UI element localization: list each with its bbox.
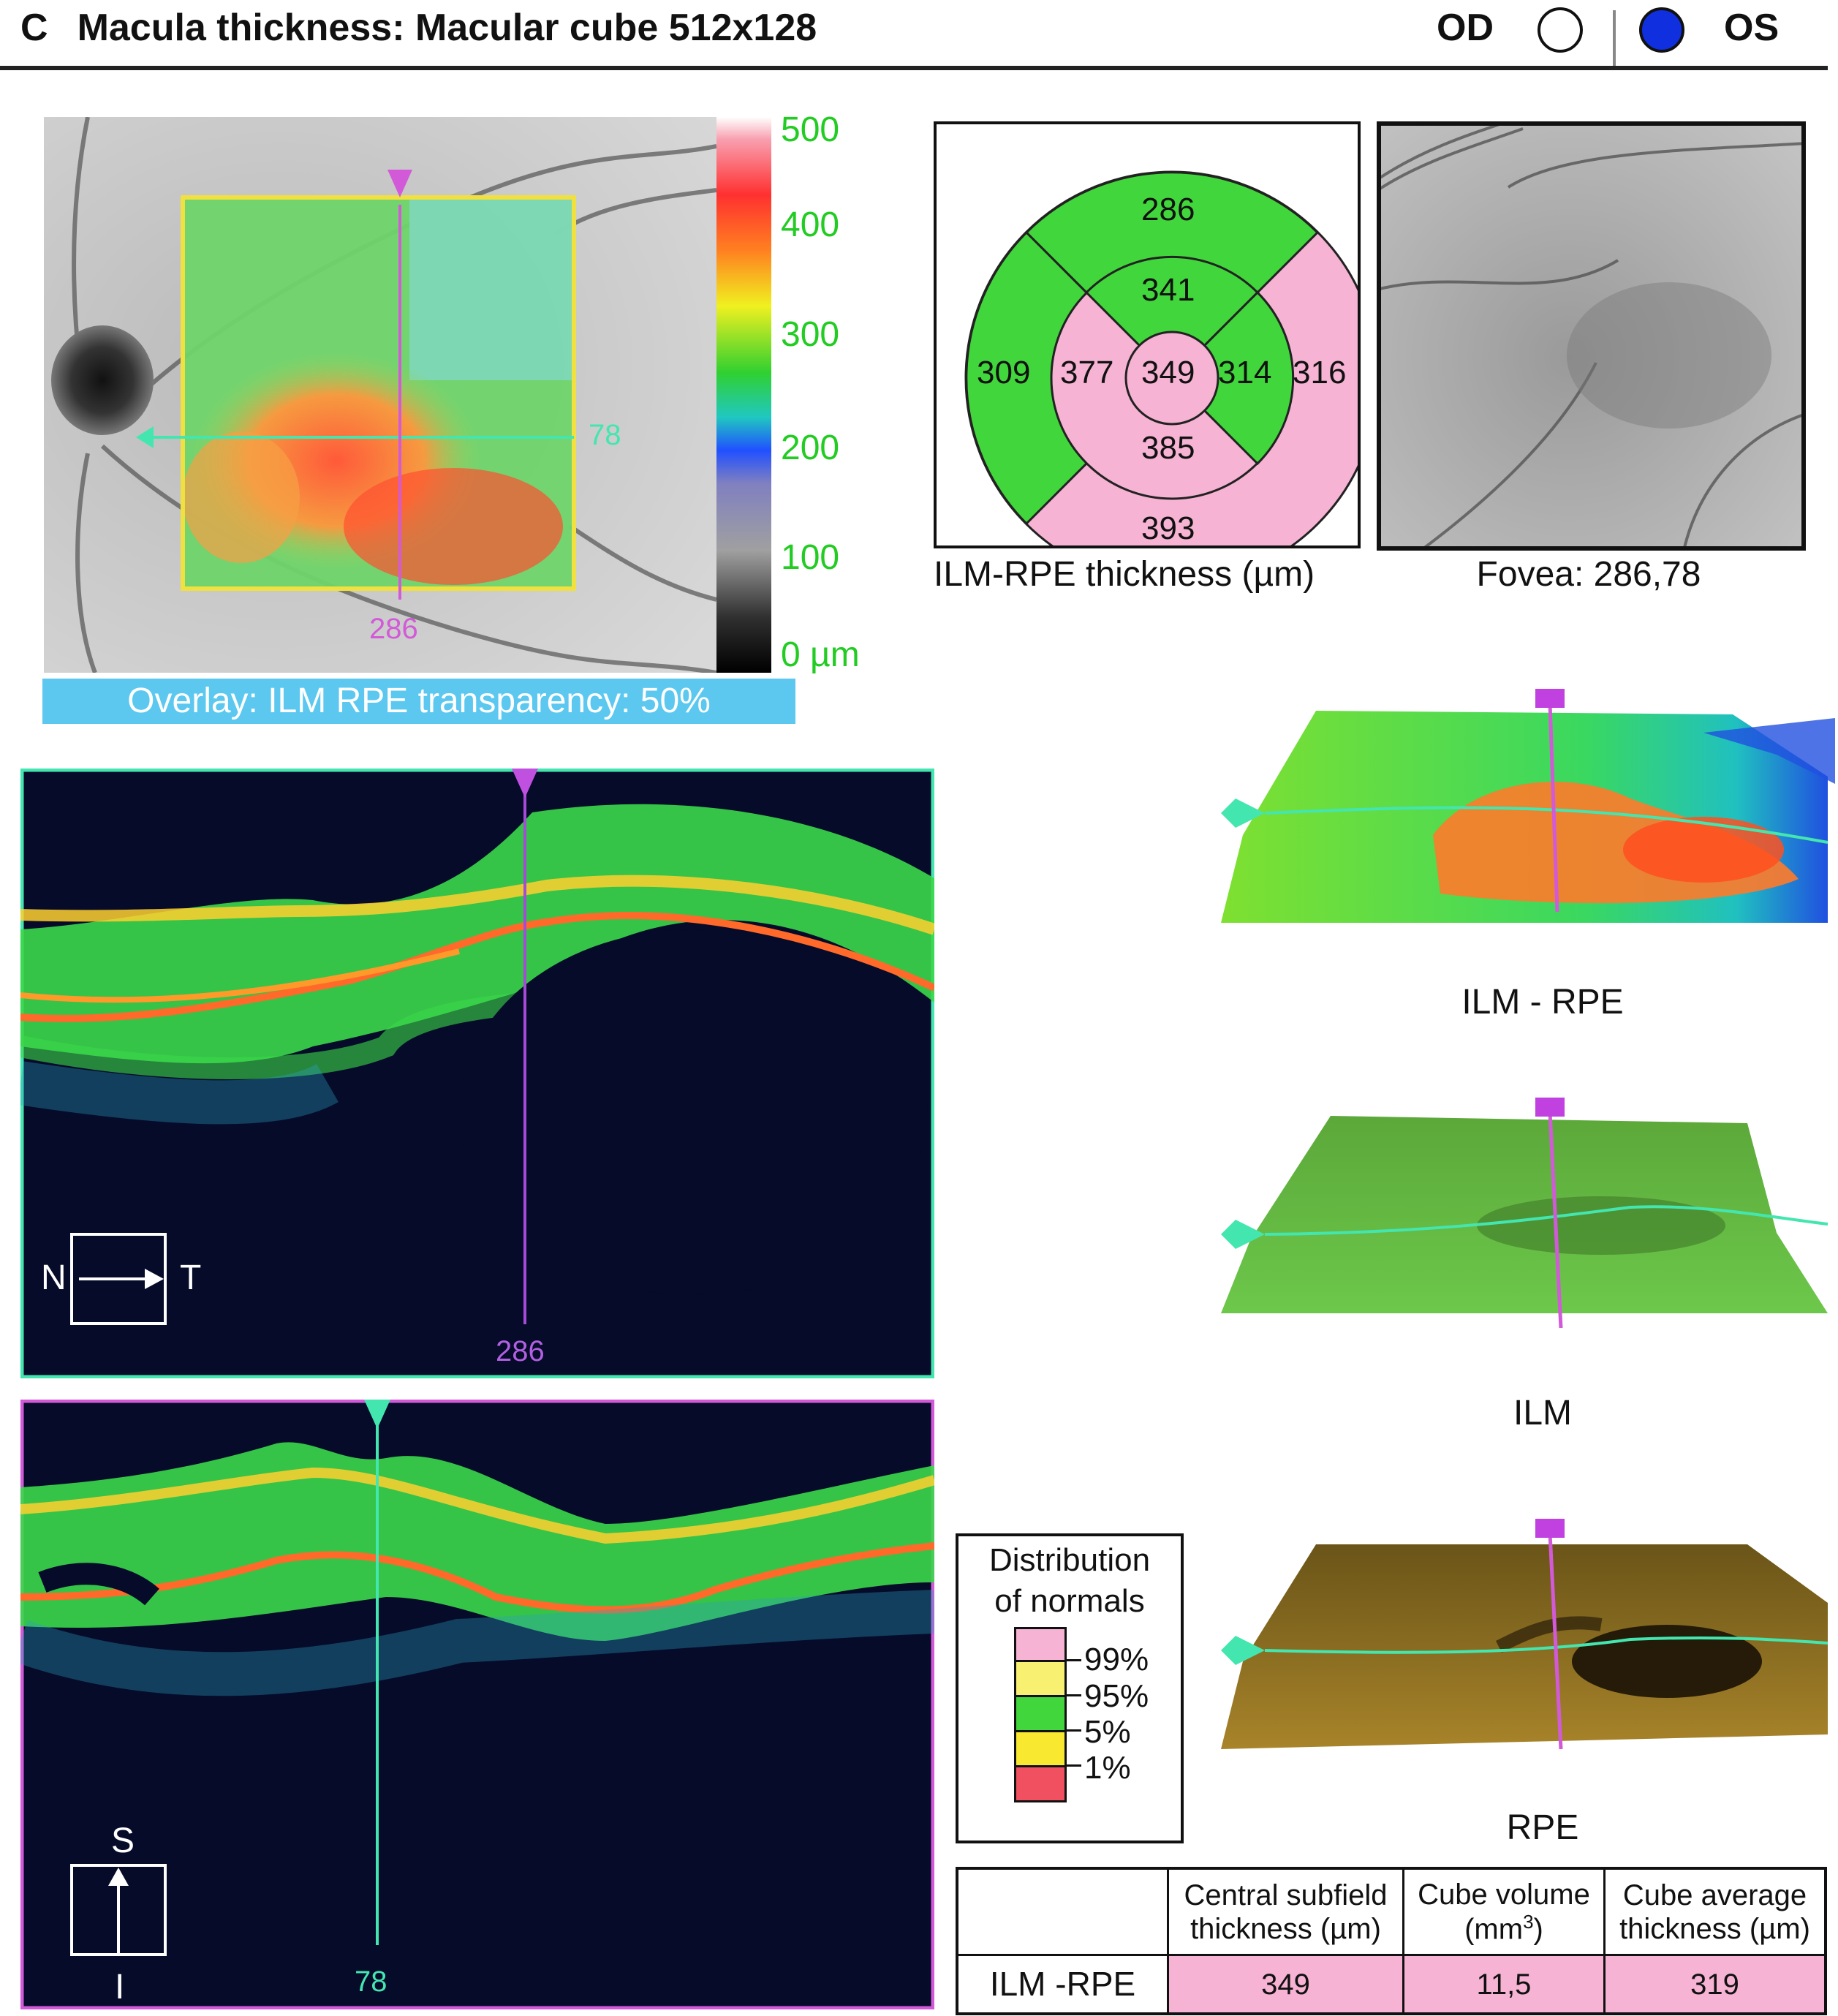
surface-ilm-rpe-3d[interactable] [1221, 689, 1835, 930]
os-eye-icon[interactable] [1639, 7, 1684, 53]
etdrs-chart [964, 170, 1358, 545]
normals-legend: Distribution of normals 99% 95% 5% 1% [956, 1533, 1184, 1843]
inner-inferior-value: 385 [1141, 430, 1195, 466]
optic-disc [51, 325, 154, 435]
legend-item-1: 1% [1084, 1750, 1131, 1786]
surface-ilm-label: ILM [1513, 1394, 1572, 1432]
inner-superior-value: 341 [1141, 272, 1195, 308]
results-table: Central subfield thickness (µm) Cube vol… [956, 1867, 1827, 2015]
outer-temporal-value: 316 [1293, 355, 1347, 390]
table-cell-cube-average: 319 [1606, 1956, 1824, 2012]
legend-item-99: 99% [1084, 1642, 1149, 1677]
table-header-cube-average: Cube average thickness (µm) [1606, 1870, 1824, 1956]
orient-i: I [115, 1968, 125, 2006]
os-label: OS [1724, 7, 1780, 49]
od-label: OD [1437, 7, 1494, 49]
overlay-caption-bar[interactable]: Overlay: ILM RPE transparency: 50% [42, 679, 795, 724]
horizontal-scan-arrow [136, 426, 154, 448]
legend-item-5: 5% [1084, 1714, 1131, 1750]
od-eye-icon[interactable] [1538, 7, 1583, 53]
legend-swatch-red [1014, 1767, 1067, 1802]
inner-nasal-value: 377 [1060, 355, 1114, 390]
legend-item-95: 95% [1084, 1678, 1149, 1714]
horizontal-bscan-marker-arrow [512, 769, 538, 798]
legend-title-line1: Distribution [988, 1542, 1151, 1578]
legend-swatch-lightyellow [1014, 1662, 1067, 1697]
orientation-box-nt [70, 1233, 167, 1325]
vertical-bscan-marker-arrow [364, 1400, 390, 1429]
orient-s: S [111, 1821, 135, 1860]
page-title: C Macula thickness: Macular cube 512x128 [20, 6, 817, 50]
surface-rpe-3d[interactable] [1221, 1515, 1835, 1764]
thickness-overlay [181, 195, 576, 591]
table-header-empty [958, 1870, 1169, 1956]
scale-tick-200: 200 [781, 429, 840, 467]
legend-swatch-green [1014, 1697, 1067, 1732]
table-row-label: ILM -RPE [958, 1956, 1169, 2012]
vertical-scan-arrow [387, 170, 412, 197]
horizontal-marker-label: 78 [589, 419, 621, 451]
inner-temporal-value: 314 [1218, 355, 1272, 390]
table-header-central-subfield: Central subfield thickness (µm) [1169, 1870, 1404, 1956]
center-value: 349 [1141, 355, 1195, 390]
legend-swatch-yellow [1014, 1732, 1067, 1767]
bscan-vertical[interactable] [20, 1400, 934, 2009]
fovea-caption: Fovea: 286,78 [1476, 555, 1701, 594]
horizontal-bscan-marker-label: 286 [496, 1335, 545, 1367]
legend-swatch-pink [1014, 1627, 1067, 1662]
vertical-marker-label: 286 [369, 613, 418, 645]
outer-inferior-value: 393 [1141, 510, 1195, 546]
scale-tick-500: 500 [781, 110, 840, 149]
table-cell-cube-volume: 11,5 [1404, 1956, 1606, 2012]
orient-n: N [41, 1258, 67, 1297]
scale-tick-0: 0 µm [781, 635, 860, 674]
scale-tick-300: 300 [781, 315, 840, 354]
scale-tick-100: 100 [781, 538, 840, 577]
outer-superior-value: 286 [1141, 192, 1195, 227]
vertical-bscan-marker-label: 78 [355, 1966, 387, 1998]
scale-tick-400: 400 [781, 205, 840, 244]
etdrs-caption: ILM-RPE thickness (µm) [934, 555, 1315, 594]
surface-rpe-label: RPE [1506, 1808, 1579, 1847]
legend-title-line2: of normals [994, 1583, 1145, 1619]
eye-divider [1613, 10, 1616, 66]
fundus-thickness-map[interactable] [44, 117, 716, 673]
fovea-slo-image[interactable] [1377, 121, 1806, 551]
si-arrow-icon [108, 1868, 129, 1886]
title-text: Macula thickness: Macular cube 512x128 [77, 7, 817, 49]
panel-letter: C [20, 7, 48, 49]
header-rule [0, 66, 1828, 70]
surface-ilm-3d[interactable] [1221, 1094, 1835, 1343]
nt-arrow-icon [145, 1269, 164, 1289]
table-cell-central-subfield: 349 [1169, 1956, 1404, 2012]
surface-ilm-rpe-label: ILM - RPE [1461, 983, 1624, 1022]
etdrs-grid-box [934, 121, 1361, 548]
table-header-cube-volume: Cube volume (mm3) [1404, 1870, 1606, 1956]
bscan-horizontal[interactable] [20, 769, 934, 1378]
orient-t: T [180, 1258, 202, 1297]
thickness-color-scale [716, 117, 771, 673]
outer-nasal-value: 309 [977, 355, 1031, 390]
